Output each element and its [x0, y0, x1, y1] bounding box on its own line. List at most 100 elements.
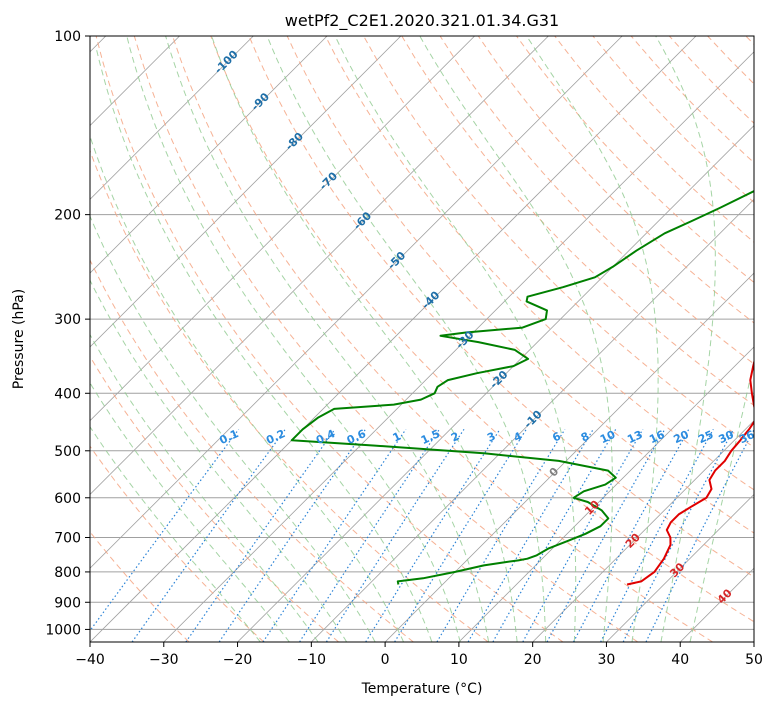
- mixing-ratio-label: 25: [696, 428, 715, 446]
- dry-adiabat: [745, 36, 754, 46]
- mixing-ratio-line: [299, 428, 440, 642]
- moist-adiabat: [165, 36, 490, 642]
- isotherm-line: [753, 641, 754, 642]
- dry-adiabat: [324, 36, 754, 491]
- mixing-ratio-line: [185, 428, 336, 642]
- temperature-line: [626, 358, 754, 586]
- dry-adiabat: [90, 355, 339, 642]
- isotherm-line: [90, 36, 475, 422]
- dry-adiabat: [668, 36, 754, 124]
- isotherm-label: -50: [385, 249, 408, 272]
- moist-adiabat: [334, 36, 577, 642]
- y-tick-label: 100: [54, 29, 81, 45]
- x-tick-label: −20: [223, 652, 253, 668]
- isotherm-line: [458, 346, 754, 642]
- moist-adiabat: [90, 425, 261, 642]
- x-tick-label: 50: [745, 652, 763, 668]
- isotherm-label: 20: [623, 531, 643, 551]
- dry-adiabat: [630, 36, 754, 164]
- mixing-ratio-line: [622, 429, 735, 642]
- mixing-ratio-label: 36: [737, 428, 757, 446]
- mixing-ratio-line: [467, 428, 594, 642]
- isotherm-line: [90, 36, 549, 496]
- dry-adiabat: [286, 36, 754, 534]
- x-tick-label: 30: [598, 652, 616, 668]
- isotherm-line: [90, 36, 623, 569]
- mixing-ratio-line: [492, 428, 617, 642]
- dewpoint-line: [290, 189, 754, 585]
- dry-adiabat: [477, 36, 754, 324]
- dry-adiabat: [210, 36, 754, 623]
- x-tick-label: 10: [450, 652, 468, 668]
- mixing-ratio-label: 1: [391, 430, 403, 445]
- isotherm-line: [237, 124, 754, 642]
- isotherm-line: [90, 36, 402, 348]
- mixing-ratio-line: [546, 428, 666, 642]
- isotherm-label: -40: [419, 288, 442, 311]
- isotherm-label: 40: [715, 586, 735, 606]
- moist-adiabat: [90, 134, 405, 642]
- mixing-ratio-label: 0.2: [264, 427, 287, 447]
- isotherm-line: [90, 36, 328, 274]
- mixing-ratio-label: 13: [625, 428, 644, 446]
- dry-adiabat: [95, 36, 564, 642]
- mixing-ratio-label: 20: [671, 428, 691, 446]
- series-layer: [290, 189, 754, 586]
- isotherm-line: [163, 51, 754, 642]
- x-tick-label: 40: [671, 652, 689, 668]
- moist-adiabat: [90, 279, 348, 642]
- moist-adiabat: [655, 36, 716, 642]
- isotherm-label: -100: [212, 48, 241, 77]
- moist-adiabat: [526, 36, 659, 642]
- mixing-ratio-label: 2: [449, 430, 461, 445]
- isotherm-line: [679, 567, 754, 642]
- dry-adiabat: [90, 258, 414, 642]
- moist-adiabat: [689, 358, 754, 642]
- y-tick-label: 500: [54, 444, 81, 460]
- mixing-ratio-line: [522, 428, 644, 642]
- isotherm-label: -10: [521, 407, 544, 430]
- x-tick-label: −30: [149, 652, 179, 668]
- x-tick-label: 20: [524, 652, 542, 668]
- x-tick-label: 0: [381, 652, 390, 668]
- plot-frame: [89, 35, 755, 643]
- grid-layer: [90, 36, 754, 642]
- y-tick-label: 1000: [45, 622, 81, 638]
- isotherm-line: [606, 493, 754, 642]
- dry-adiabat: [90, 445, 265, 642]
- moist-adiabat: [126, 36, 461, 642]
- mixing-ratio-label: 4: [512, 429, 525, 444]
- mixing-ratio-label: 0.1: [217, 427, 240, 447]
- dry-adiabat: [172, 36, 713, 642]
- moist-adiabat: [211, 36, 518, 642]
- y-axis-label: Pressure (hPa): [11, 289, 27, 389]
- isotherm-line: [90, 36, 254, 200]
- mixing-ratio-line: [218, 428, 366, 642]
- moist-adiabat: [95, 48, 433, 642]
- y-tick-label: 700: [54, 531, 81, 547]
- moist-adiabat: [90, 381, 290, 642]
- dry-adiabat: [516, 36, 754, 284]
- isotherm-label: -90: [249, 90, 272, 113]
- y-tick-label: 600: [54, 491, 81, 507]
- isotherm-label: -60: [351, 209, 374, 232]
- mixing-ratio-line: [436, 428, 566, 642]
- y-axis: 100 200 300 400 500 600 700 800 900 1000: [45, 29, 90, 638]
- x-axis-label: Temperature (°C): [361, 681, 483, 697]
- chart-title: wetPf2_C2E1.2020.321.01.34.G31: [285, 11, 559, 31]
- mixing-ratio-line: [394, 428, 527, 642]
- isotherm-line: [384, 272, 754, 642]
- x-axis: −40 −30 −20 −10 0 10 20 30 40 50: [75, 642, 763, 668]
- dry-adiabat: [592, 36, 754, 203]
- mixing-ratio-line: [325, 428, 465, 642]
- y-tick-label: 300: [54, 312, 81, 328]
- dry-adiabat: [248, 36, 754, 578]
- dry-adiabat: [90, 531, 190, 642]
- dry-adiabat: [90, 149, 489, 642]
- mixing-ratio-line: [131, 428, 286, 642]
- y-tick-label: 400: [54, 386, 81, 402]
- mixing-ratio-line: [572, 429, 690, 642]
- mixing-ratio-line: [365, 428, 501, 642]
- x-tick-label: −40: [75, 652, 105, 668]
